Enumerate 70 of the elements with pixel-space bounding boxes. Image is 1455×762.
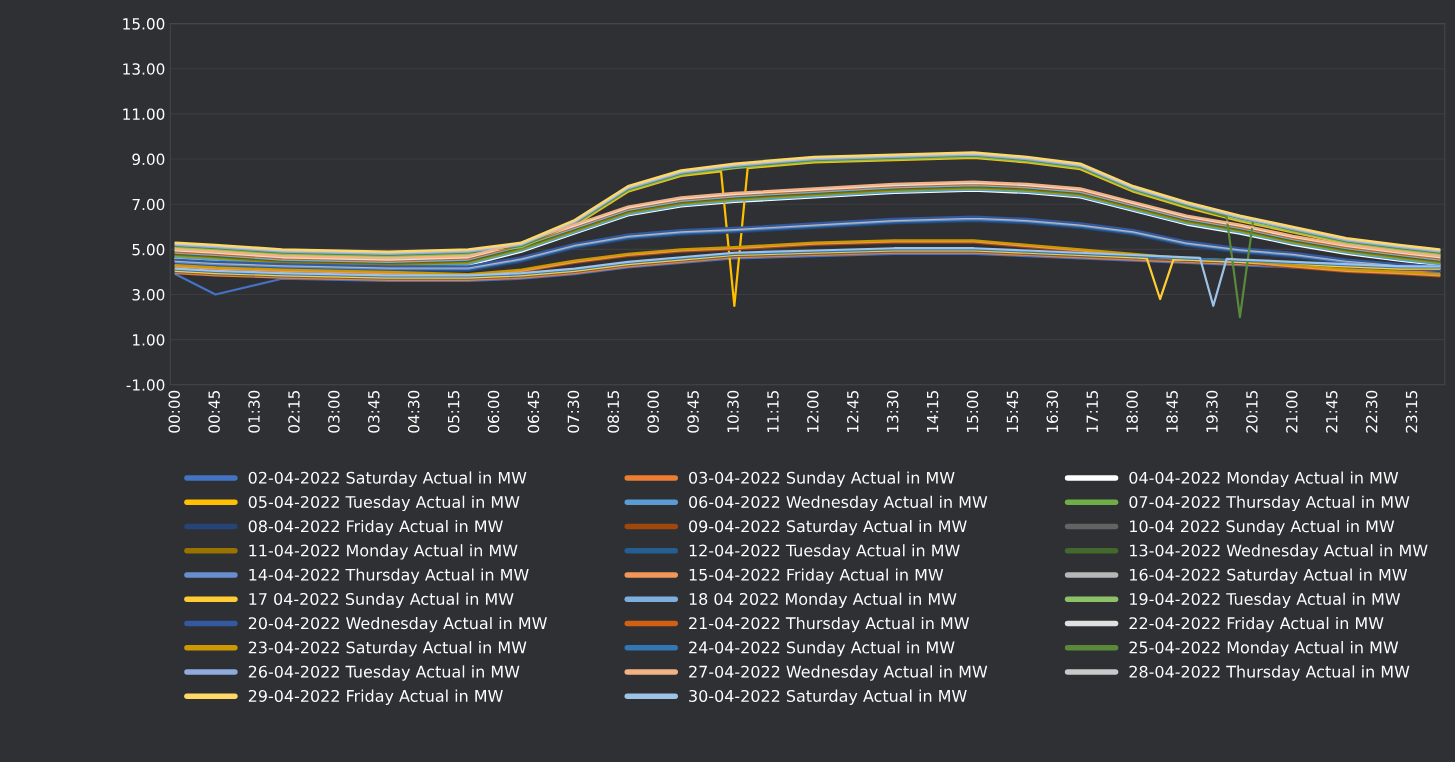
legend-label: 22-04-2022 Friday Actual in MW — [1129, 616, 1384, 633]
x-tick-label: 20:15 — [1246, 391, 1258, 433]
legend-label: 08-04-2022 Friday Actual in MW — [248, 519, 503, 536]
legend-label: 23-04-2022 Saturday Actual in MW — [248, 641, 527, 657]
legend-label: 07-04-2022 Thursday Actual in MW — [1129, 495, 1410, 512]
y-tick-label: 9.00 — [132, 153, 165, 166]
x-tick-label: 18:00 — [1126, 390, 1138, 433]
legend-label: 25-04-2022 Monday Actual in MW — [1129, 641, 1399, 657]
y-tick-label: 7.00 — [132, 198, 165, 211]
legend-label: 20-04-2022 Wednesday Actual in MW — [248, 616, 547, 633]
legend-label: 11-04-2022 Monday Actual in MW — [249, 544, 518, 560]
legend-label: 05-04-2022 Tuesday Actual in MW — [248, 495, 520, 512]
y-tick-label: 5.00 — [132, 243, 165, 256]
x-tick-label: 08:15 — [607, 391, 620, 433]
x-tick-label: 09:00 — [647, 390, 659, 433]
legend-label: 29-04-2022 Friday Actual in MW — [248, 689, 503, 706]
x-tick-label: 05:15 — [447, 391, 460, 433]
legend-label: 14-04-2022 Thursday Actual in MW — [249, 568, 529, 584]
legend-label: 04-04-2022 Monday Actual in MW — [1129, 471, 1399, 487]
x-tick-label: 23:15 — [1405, 391, 1418, 433]
legend-label: 12-04-2022 Tuesday Actual in MW — [689, 544, 960, 560]
x-tick-label: 21:00 — [1286, 390, 1298, 433]
x-tick-label: 14:15 — [927, 391, 939, 433]
legend-label: 02-04-2022 Saturday Actual in MW — [248, 471, 527, 487]
legend-label: 30-04-2022 Saturday Actual in MW — [689, 689, 967, 706]
legend-label: 27-04-2022 Wednesday Actual in MW — [689, 665, 988, 681]
x-tick-label: 06:00 — [487, 390, 500, 433]
x-tick-label: 15:45 — [1006, 391, 1019, 433]
y-tick-label: -1.00 — [126, 379, 165, 391]
legend-label: 17 04-2022 Sunday Actual in MW — [249, 592, 514, 609]
legend-label: 15-04-2022 Friday Actual in MW — [689, 568, 944, 584]
legend-label: 09-04-2022 Saturday Actual in MW — [689, 519, 967, 536]
x-tick-label: 09:45 — [687, 391, 699, 433]
x-tick-label: 17:15 — [1086, 391, 1099, 433]
y-tick-label: 15.00 — [123, 18, 165, 30]
x-tick-label: 16:30 — [1046, 390, 1059, 433]
legend-label: 13-04-2022 Wednesday Actual in MW — [1130, 544, 1428, 560]
y-tick-label: 3.00 — [132, 288, 165, 301]
x-tick-label: 03:45 — [368, 391, 380, 433]
legend-label: 16-04-2022 Saturday Actual in MW — [1130, 568, 1408, 584]
x-tick-label: 04:30 — [407, 390, 420, 433]
x-tick-label: 12:45 — [846, 391, 859, 433]
x-tick-label: 11:15 — [767, 391, 779, 433]
x-tick-label: 10:30 — [727, 390, 739, 433]
legend-label: 03-04-2022 Sunday Actual in MW — [689, 471, 955, 487]
y-tick-label: 1.00 — [133, 334, 165, 346]
legend-label: 26-04-2022 Tuesday Actual in MW — [248, 665, 520, 681]
legend-label: 28-04-2022 Thursday Actual in MW — [1129, 665, 1410, 681]
legend-label: 18 04 2022 Monday Actual in MW — [689, 592, 957, 609]
legend-label: 06-04-2022 Wednesday Actual in MW — [689, 495, 988, 512]
y-tick-label: 13.00 — [123, 63, 165, 75]
x-tick-label: 13:30 — [886, 390, 899, 433]
x-tick-label: 02:15 — [288, 391, 300, 433]
x-tick-label: 00:00 — [168, 390, 180, 433]
y-tick-label: 11.00 — [123, 108, 165, 120]
x-tick-label: 15:00 — [966, 390, 979, 433]
x-tick-label: 22:30 — [1365, 390, 1378, 433]
legend-label: 24-04-2022 Sunday Actual in MW — [689, 641, 955, 657]
x-tick-label: 01:30 — [248, 390, 260, 433]
legend-label: 21-04-2022 Thursday Actual in MW — [689, 616, 970, 633]
legend-label: 19-04-2022 Tuesday Actual in MW — [1130, 592, 1401, 609]
x-tick-label: 00:45 — [208, 391, 220, 433]
x-tick-label: 07:30 — [567, 390, 580, 433]
x-tick-label: 06:45 — [527, 391, 540, 433]
x-tick-label: 03:00 — [328, 390, 340, 433]
legend-label: 10-04 2022 Sunday Actual in MW — [1130, 519, 1395, 536]
x-tick-label: 18:45 — [1166, 391, 1178, 433]
x-tick-label: 19:30 — [1206, 390, 1218, 433]
x-tick-label: 21:45 — [1325, 391, 1338, 433]
x-tick-label: 12:00 — [807, 390, 819, 433]
